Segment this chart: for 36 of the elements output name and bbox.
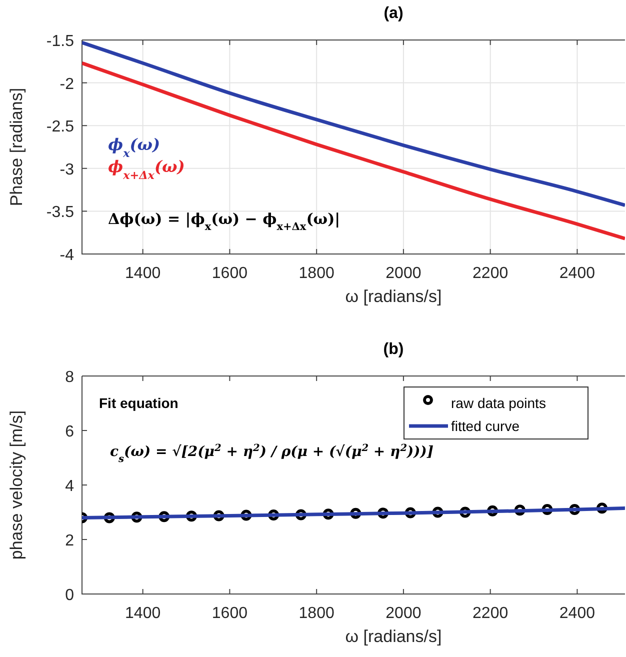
y-tick-label: 0 bbox=[65, 587, 74, 604]
x-tick-label: 1800 bbox=[298, 605, 334, 622]
x-tick-label: 2000 bbox=[386, 265, 422, 282]
x-tick-label: 2200 bbox=[472, 265, 508, 282]
legend-label: fitted curve bbox=[451, 418, 520, 434]
y-tick-label: -2 bbox=[60, 76, 74, 93]
x-tick-label: 1800 bbox=[298, 265, 334, 282]
y-axis-title: Phase [radians] bbox=[7, 88, 26, 206]
annotation: Δϕ(ω) = |ϕ$_{x}$(ω) − ϕ$_{x+Δx}$(ω)| bbox=[108, 210, 340, 233]
x-tick-label: 1400 bbox=[125, 265, 161, 282]
chart-title: (b) bbox=[383, 341, 404, 358]
y-tick-label: -1.5 bbox=[46, 33, 74, 50]
y-tick-label: 6 bbox=[65, 424, 74, 440]
y-axis-title: phase velocity [m/s] bbox=[7, 410, 26, 560]
annotation: Fit equation bbox=[99, 395, 178, 411]
y-tick-label: 8 bbox=[65, 369, 74, 386]
x-axis-title: ω [radians/s] bbox=[345, 287, 442, 306]
legend-label: raw data points bbox=[451, 395, 546, 411]
y-tick-label: 2 bbox=[65, 532, 74, 550]
x-tick-label: 2400 bbox=[559, 265, 596, 282]
y-tick-label: -3 bbox=[60, 161, 74, 178]
x-tick-label: 2200 bbox=[472, 605, 508, 622]
x-tick-label: 2400 bbox=[559, 605, 596, 622]
y-tick-label: 4 bbox=[65, 478, 74, 495]
y-tick-label: -4 bbox=[60, 247, 74, 264]
x-tick-label: 1600 bbox=[212, 265, 248, 282]
x-axis-title: ω [radians/s] bbox=[345, 627, 442, 646]
x-tick-label: 2000 bbox=[386, 605, 422, 622]
y-tick-label: -3.5 bbox=[46, 204, 74, 222]
text: ϕ$_{x}$(ω) bbox=[108, 135, 160, 160]
chart-title: (a) bbox=[384, 5, 404, 22]
text: ϕ$_{x+Δx}$(ω) bbox=[108, 157, 185, 182]
x-tick-label: 1400 bbox=[125, 605, 161, 622]
text: c$_{s}$(ω) = √[2(μ$^{2}$ + η$^{2}$) / ρ(μ + (√(μ$^{2}$ + η$^{2}$)))] bbox=[110, 442, 434, 464]
y-tick-label: -2.5 bbox=[46, 118, 74, 136]
x-tick-label: 1600 bbox=[212, 605, 248, 622]
